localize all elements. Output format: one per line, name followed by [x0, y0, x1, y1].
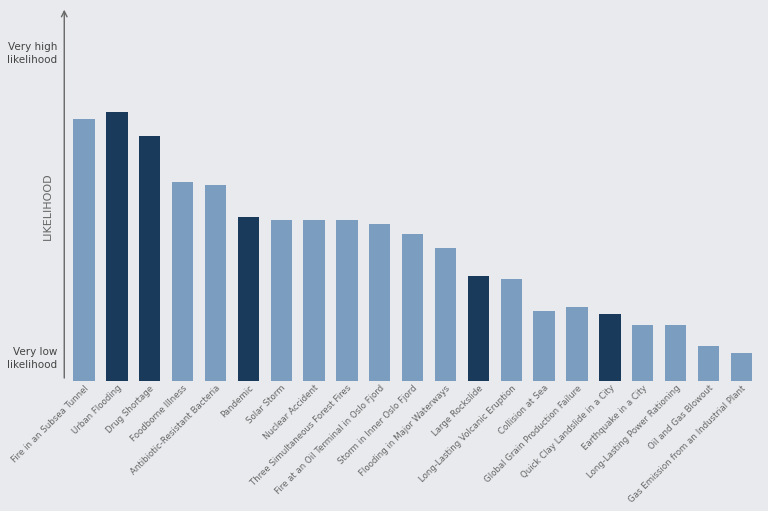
Bar — [468, 276, 489, 381]
Bar — [303, 220, 325, 381]
Bar — [566, 308, 588, 381]
Bar — [369, 223, 390, 381]
Bar — [632, 325, 654, 381]
Bar — [172, 181, 194, 381]
Bar — [270, 220, 292, 381]
Text: Very low
likelihood: Very low likelihood — [7, 347, 58, 370]
Bar — [402, 234, 423, 381]
Bar — [73, 119, 94, 381]
Bar — [106, 112, 127, 381]
Bar — [501, 280, 522, 381]
Bar — [435, 248, 456, 381]
Bar — [665, 325, 687, 381]
Bar — [599, 314, 621, 381]
Bar — [698, 346, 719, 381]
Bar — [237, 217, 259, 381]
Text: Very high
likelihood: Very high likelihood — [7, 42, 58, 65]
Bar — [139, 136, 161, 381]
Bar — [730, 353, 752, 381]
Y-axis label: LIKELIHOOD: LIKELIHOOD — [43, 172, 53, 240]
Bar — [205, 185, 226, 381]
Bar — [534, 311, 554, 381]
Bar — [336, 220, 358, 381]
